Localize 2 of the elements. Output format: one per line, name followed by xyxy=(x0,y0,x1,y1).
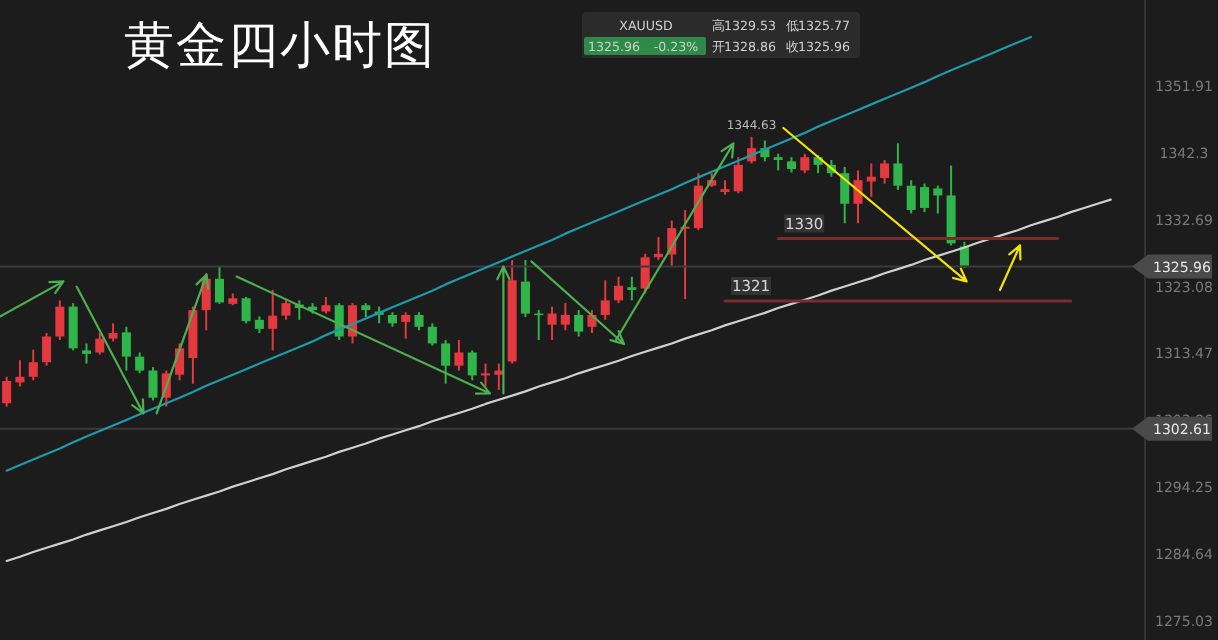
chart-title: 黄金四小时图 xyxy=(124,16,436,74)
line-series xyxy=(5,198,1112,563)
